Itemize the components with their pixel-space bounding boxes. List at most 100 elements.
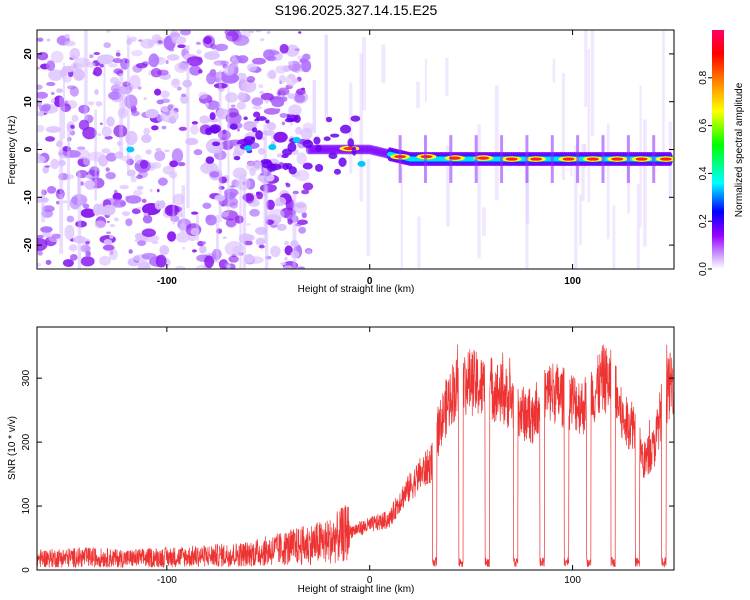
noise-blob xyxy=(40,226,53,233)
noise-blob xyxy=(225,218,237,228)
noise-blob xyxy=(255,30,262,33)
snr-xtick-label: 0 xyxy=(367,575,373,586)
noise-blob xyxy=(80,244,91,253)
noise-blob xyxy=(106,30,111,33)
noise-blob xyxy=(137,261,151,269)
noise-blob xyxy=(64,40,76,47)
spectrogram-xtick-label: 100 xyxy=(564,276,581,287)
ridge-blob xyxy=(256,116,267,121)
noise-streak xyxy=(227,82,230,213)
noise-blob xyxy=(285,182,289,185)
hotspot-red xyxy=(562,157,575,161)
ridge-blob xyxy=(302,162,313,170)
noise-blob xyxy=(108,248,118,261)
noise-blob xyxy=(251,97,264,106)
noise-streak xyxy=(77,173,82,269)
ridge-spike xyxy=(398,135,402,183)
noise-blob xyxy=(101,126,112,137)
snr-frame xyxy=(36,326,675,571)
noise-blob xyxy=(232,245,241,254)
noise-streak xyxy=(561,73,565,181)
noise-blob xyxy=(275,108,281,112)
noise-streak xyxy=(417,216,421,268)
noise-blob xyxy=(196,41,201,45)
noise-blob xyxy=(199,245,207,254)
ridge-blob xyxy=(315,144,322,153)
noise-blob xyxy=(145,108,159,119)
noise-blob xyxy=(137,239,147,246)
noise-blob xyxy=(37,100,42,107)
noise-blob xyxy=(165,204,179,212)
noise-blob xyxy=(131,110,140,117)
noise-blob xyxy=(301,59,312,73)
noise-blob xyxy=(165,59,169,65)
noise-blob xyxy=(170,78,181,89)
noise-blob xyxy=(69,47,81,60)
noise-blob xyxy=(264,99,270,104)
noise-blob xyxy=(46,38,51,42)
noise-blob xyxy=(285,44,300,57)
ridge-spike xyxy=(601,135,605,183)
ridge-blob xyxy=(243,136,256,145)
noise-streak xyxy=(400,167,403,269)
noise-blob xyxy=(136,206,142,210)
snr-xtick-label: 100 xyxy=(564,575,581,586)
noise-blob xyxy=(255,191,261,196)
snr-ytick-label: 200 xyxy=(21,433,32,450)
noise-blob xyxy=(93,52,101,55)
ridge-blob xyxy=(333,168,341,175)
noise-blob xyxy=(108,63,118,68)
ridge-blob xyxy=(209,112,216,120)
noise-blob xyxy=(302,53,311,61)
noise-blob xyxy=(99,122,103,125)
noise-blob xyxy=(185,52,191,57)
noise-blob xyxy=(109,234,114,239)
noise-streak xyxy=(494,85,499,201)
noise-streak xyxy=(362,37,366,111)
noise-streak xyxy=(218,69,222,223)
noise-blob xyxy=(38,104,51,112)
noise-streak xyxy=(215,215,219,263)
noise-blob xyxy=(113,199,127,208)
noise-blob xyxy=(148,53,160,68)
noise-streak xyxy=(445,58,449,97)
noise-blob xyxy=(92,203,102,216)
ridge-blob xyxy=(302,139,314,149)
noise-blob xyxy=(45,259,52,265)
noise-blob xyxy=(37,142,40,147)
noise-blob xyxy=(45,136,56,142)
noise-blob xyxy=(260,92,274,101)
noise-blob xyxy=(141,228,156,238)
noise-blob xyxy=(161,125,167,130)
noise-blob xyxy=(263,49,275,60)
noise-blob xyxy=(302,182,314,191)
ridge-blob xyxy=(251,127,258,133)
snr-ytick-label: 300 xyxy=(21,369,32,386)
noise-blob xyxy=(155,147,162,152)
noise-blob xyxy=(37,84,43,90)
noise-blob xyxy=(301,189,310,195)
noise-streak xyxy=(67,124,70,211)
ridge-blob xyxy=(313,136,321,145)
ridge-spike xyxy=(525,135,529,183)
noise-blob xyxy=(145,149,152,154)
noise-blob xyxy=(37,234,44,239)
noise-blob xyxy=(236,101,246,110)
noise-blob xyxy=(292,78,299,84)
noise-blob xyxy=(113,68,124,75)
noise-blob xyxy=(258,244,265,249)
noise-blob xyxy=(297,219,308,225)
spectrogram-xtick-label: 0 xyxy=(367,276,373,287)
noise-blob xyxy=(260,38,265,42)
noise-blob xyxy=(166,54,180,61)
noise-blob xyxy=(209,171,220,178)
noise-blob xyxy=(103,42,112,49)
noise-blob xyxy=(56,88,64,94)
noise-blob xyxy=(121,211,131,217)
noise-blob xyxy=(277,92,281,96)
noise-streak xyxy=(590,30,595,137)
noise-blob xyxy=(175,265,186,269)
colorbar-tick-label: 0.0 xyxy=(698,262,709,276)
